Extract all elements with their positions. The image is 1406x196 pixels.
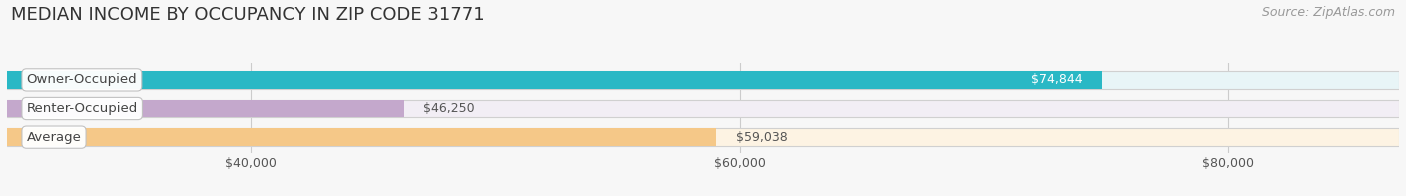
Text: $59,038: $59,038	[735, 131, 787, 144]
Bar	[7, 71, 1102, 89]
Text: Source: ZipAtlas.com: Source: ZipAtlas.com	[1261, 6, 1395, 19]
Bar	[7, 100, 404, 117]
Bar	[7, 128, 1399, 146]
Text: Owner-Occupied: Owner-Occupied	[27, 73, 138, 86]
Text: $46,250: $46,250	[423, 102, 475, 115]
Bar	[7, 128, 716, 146]
Bar	[7, 100, 1399, 117]
Text: Average: Average	[27, 131, 82, 144]
Text: $74,844: $74,844	[1031, 73, 1083, 86]
Text: Renter-Occupied: Renter-Occupied	[27, 102, 138, 115]
Bar	[7, 71, 1399, 89]
Text: MEDIAN INCOME BY OCCUPANCY IN ZIP CODE 31771: MEDIAN INCOME BY OCCUPANCY IN ZIP CODE 3…	[11, 6, 485, 24]
